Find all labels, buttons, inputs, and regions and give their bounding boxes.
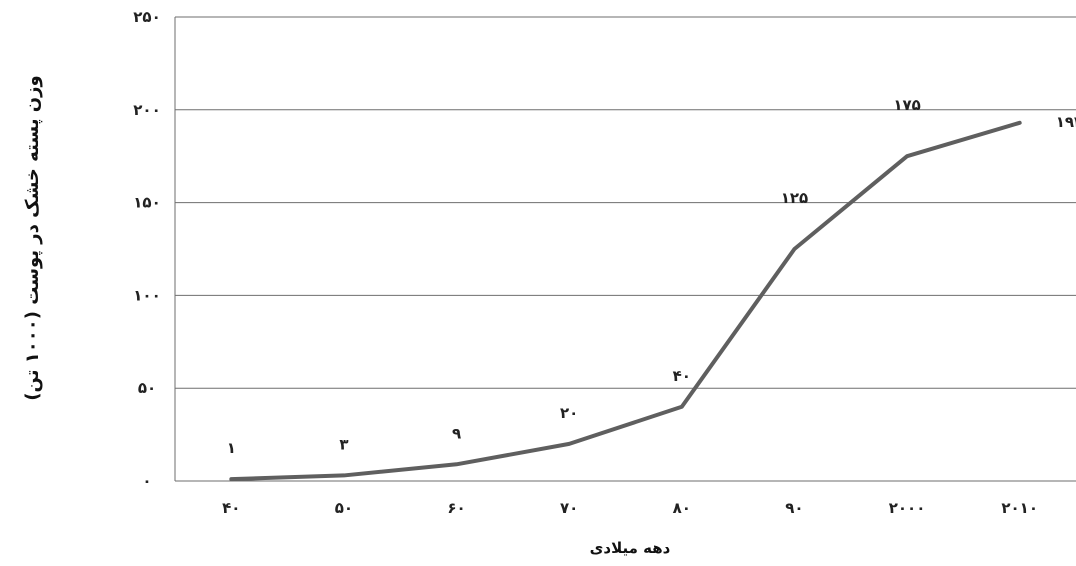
data-label: ۴۰ bbox=[673, 367, 691, 385]
x-axis-title: دهه میلادی bbox=[590, 539, 671, 557]
x-tick-label: ۲۰۱۰ bbox=[1001, 499, 1038, 517]
x-tick-label: ۴۰ bbox=[222, 499, 240, 517]
y-tick-labels: ۰ ۵۰ ۱۰۰ ۱۵۰ ۲۰۰ ۲۵۰ bbox=[133, 8, 160, 490]
data-label: ۲۰ bbox=[560, 404, 578, 422]
y-tick-label: ۱۵۰ bbox=[133, 194, 160, 212]
x-tick-label: ۹۰ bbox=[785, 499, 803, 517]
data-label: ۹ bbox=[452, 424, 461, 442]
y-tick-label: ۱۰۰ bbox=[133, 286, 160, 304]
x-tick-labels: ۴۰ ۵۰ ۶۰ ۷۰ ۸۰ ۹۰ ۲۰۰۰ ۲۰۱۰ bbox=[222, 499, 1038, 517]
data-labels: ۱ ۳ ۹ ۲۰ ۴۰ ۱۲۵ ۱۷۵ ۱۹۳ bbox=[227, 96, 1076, 457]
x-tick-label: ۲۰۰۰ bbox=[889, 499, 926, 517]
y-tick-label: ۵۰ bbox=[138, 379, 156, 397]
y-tick-label: ۲۵۰ bbox=[133, 8, 160, 26]
data-label: ۱۹۳ bbox=[1056, 113, 1076, 131]
data-label: ۱۷۵ bbox=[893, 96, 920, 114]
grid-lines bbox=[174, 16, 1076, 482]
x-tick-label: ۸۰ bbox=[673, 499, 691, 517]
x-tick-label: ۷۰ bbox=[560, 499, 578, 517]
data-label: ۳ bbox=[339, 435, 348, 453]
data-label: ۱۲۵ bbox=[781, 189, 808, 207]
x-tick-label: ۶۰ bbox=[447, 499, 465, 517]
series-line-group bbox=[229, 120, 1022, 482]
data-label: ۱ bbox=[227, 439, 236, 457]
x-tick-label: ۵۰ bbox=[335, 499, 353, 517]
y-tick-label: ۰ bbox=[142, 472, 151, 490]
y-axis-title: وزن پسته خشک در پوست (۱۰۰۰ تن) bbox=[22, 75, 43, 400]
y-tick-label: ۲۰۰ bbox=[133, 101, 160, 119]
series-line bbox=[229, 120, 1022, 482]
